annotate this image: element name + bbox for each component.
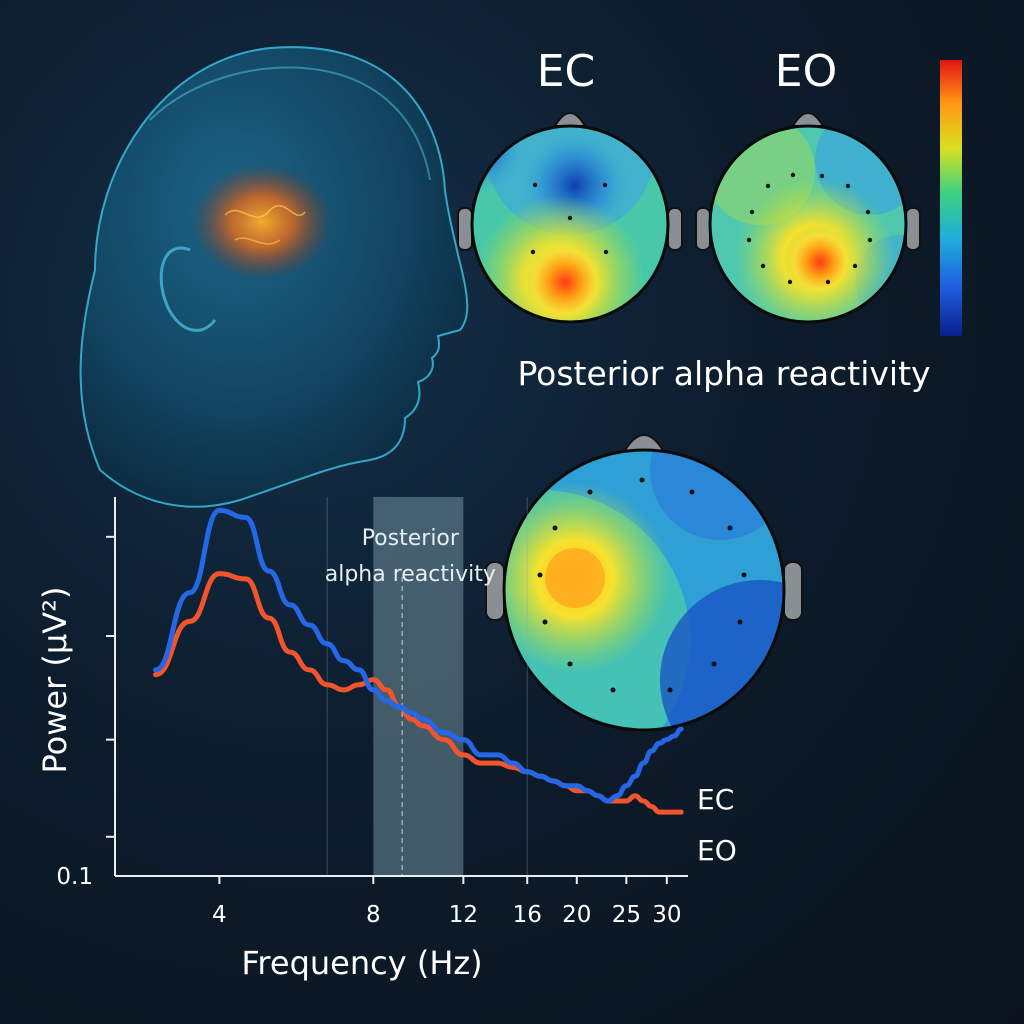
topomap-caption: Posterior alpha reactivity — [517, 354, 930, 393]
nose — [553, 112, 587, 127]
x-tick-label: 8 — [366, 902, 381, 928]
topomap-large — [485, 434, 803, 732]
ear-right — [667, 207, 683, 251]
x-tick-label: 30 — [652, 902, 681, 928]
topomap-ec — [457, 112, 683, 324]
head-silhouette — [79, 46, 469, 508]
series-layer — [153, 507, 684, 815]
x-tick-label: 20 — [562, 902, 591, 928]
series-line-eo — [153, 571, 684, 815]
alpha-band-highlight — [373, 497, 464, 876]
brain-activation-glow — [192, 164, 332, 280]
series-label-ec: EC — [697, 783, 734, 816]
x-tick-label: 12 — [449, 902, 478, 928]
y-tick-label: 0.1 — [56, 864, 93, 890]
colorbar — [940, 60, 962, 336]
spectrum-chart: Posterior alpha reactivity 4 8 12 16 20 25 30 … — [36, 497, 737, 982]
x-tick-label: 25 — [612, 902, 641, 928]
ear-right — [783, 561, 803, 621]
series-label-eo: EO — [697, 834, 737, 867]
x-axis-title: Frequency (Hz) — [241, 944, 482, 982]
topomap-label-ec: EC — [537, 46, 596, 97]
band-label-line-1: Posterior — [362, 526, 460, 551]
series-line-ec — [153, 507, 684, 804]
ear-right — [905, 207, 921, 251]
ear-left — [457, 207, 473, 251]
ear-left — [695, 207, 711, 251]
x-tick-label: 16 — [513, 902, 542, 928]
ear-outline — [159, 246, 217, 332]
topomap-label-eo: EO — [775, 46, 837, 97]
band-label-line-2: alpha reactivity — [325, 562, 496, 587]
y-axis-title: Power (μV²) — [36, 587, 74, 774]
x-tick-label: 4 — [212, 902, 227, 928]
nose — [791, 112, 825, 127]
tick-layer: 4 8 12 16 20 25 30 — [106, 535, 681, 928]
topomap-eo — [695, 112, 921, 324]
